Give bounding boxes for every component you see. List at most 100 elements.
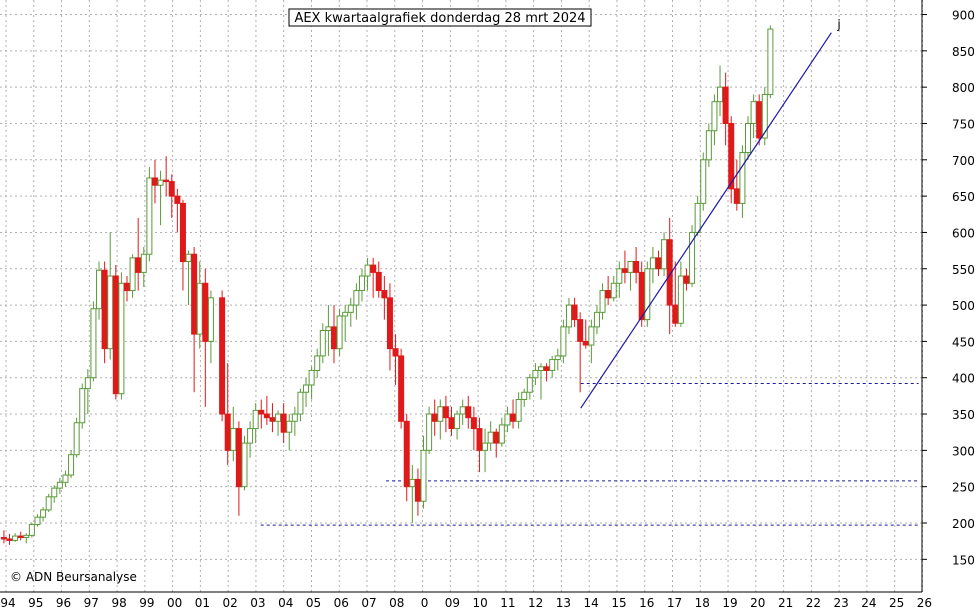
candle: [538, 363, 545, 400]
candle: [431, 399, 438, 436]
candle: [414, 468, 421, 516]
candle: [45, 493, 52, 513]
candle: [554, 348, 561, 371]
candle: [179, 199, 186, 291]
candle: [68, 450, 75, 478]
candle-body: [6, 538, 13, 541]
candle: [655, 250, 662, 277]
candle-body: [151, 177, 158, 186]
candle: [140, 246, 147, 287]
candle-body: [560, 326, 567, 357]
candle: [73, 417, 80, 458]
candle: [677, 261, 684, 327]
y-tick-label: 150: [952, 553, 975, 567]
y-tick-label: 400: [952, 372, 975, 386]
x-tick-label: 18: [695, 596, 710, 610]
chart-title: AEX kwartaalgrafiek donderdag 28 mrt 202…: [294, 11, 585, 26]
y-tick-label: 550: [952, 263, 975, 277]
candle-body: [168, 181, 175, 197]
candle: [386, 283, 393, 371]
candle: [51, 485, 58, 503]
candle: [459, 399, 466, 425]
trendline-label: j: [836, 18, 840, 32]
candle: [207, 290, 214, 364]
candle: [610, 276, 617, 302]
candle: [252, 403, 259, 444]
candle: [510, 399, 517, 429]
x-tick-label: 02: [223, 596, 238, 610]
candle: [101, 261, 108, 364]
candle-body: [750, 101, 757, 124]
candle: [174, 188, 181, 233]
candle-body: [174, 195, 181, 204]
candle: [745, 116, 752, 160]
candle: [621, 250, 628, 284]
x-tick-label: 13: [556, 596, 571, 610]
candle: [336, 308, 343, 356]
candle: [79, 383, 86, 429]
candle: [381, 276, 388, 320]
candle: [297, 388, 304, 422]
candle-body: [689, 231, 696, 284]
candle-body: [107, 275, 114, 350]
candle-body: [549, 359, 556, 371]
candle-body: [633, 260, 640, 273]
candle: [370, 257, 377, 298]
candle-body: [638, 271, 645, 321]
candle-body: [459, 406, 466, 415]
candle-body: [140, 253, 147, 273]
x-tick-label: 05: [306, 596, 321, 610]
candle: [689, 225, 696, 287]
candle-body: [487, 431, 494, 444]
candle: [560, 319, 567, 364]
candle-body: [370, 264, 377, 273]
candle: [280, 403, 287, 444]
candle: [526, 374, 533, 400]
candle-body: [336, 315, 343, 350]
x-tick-label: 22: [806, 596, 821, 610]
candle: [482, 428, 489, 473]
candle: [442, 395, 449, 433]
candle-body: [252, 409, 259, 430]
candle-body: [722, 86, 729, 124]
candle-body: [347, 304, 354, 313]
x-tick-label: 04: [278, 596, 293, 610]
x-tick-label: 98: [111, 596, 126, 610]
candle: [487, 421, 494, 451]
candle-body: [700, 159, 707, 204]
candle-body: [146, 177, 153, 255]
candle-body: [398, 355, 405, 422]
candle: [403, 414, 410, 502]
candle-body: [247, 428, 254, 444]
y-tick-label: 900: [952, 9, 975, 23]
candle: [135, 217, 142, 291]
x-tick-label: 95: [28, 596, 43, 610]
candle: [448, 406, 455, 436]
candle: [571, 297, 578, 327]
candle-body: [677, 275, 684, 324]
x-tick-label: 25: [889, 596, 904, 610]
candle: [331, 305, 338, 364]
candle-body: [219, 297, 226, 415]
candle: [426, 406, 433, 454]
x-tick-label: 17: [667, 596, 682, 610]
candle-body: [442, 406, 449, 419]
candle: [532, 363, 539, 385]
candle: [756, 94, 763, 146]
x-tick-label: 03: [250, 596, 265, 610]
candle-body: [269, 417, 276, 422]
candle-body: [280, 413, 287, 433]
candle-body: [224, 413, 231, 451]
candle: [157, 170, 164, 226]
candle-body: [118, 282, 125, 395]
candle-body: [364, 264, 371, 277]
candle: [112, 265, 119, 400]
candle-body: [465, 406, 472, 419]
candle: [62, 470, 69, 487]
copyright-text: © ADN Beursanalyse: [10, 570, 137, 584]
x-tick-label: 08: [389, 596, 404, 610]
candle-body: [84, 377, 91, 390]
candle: [616, 261, 623, 298]
